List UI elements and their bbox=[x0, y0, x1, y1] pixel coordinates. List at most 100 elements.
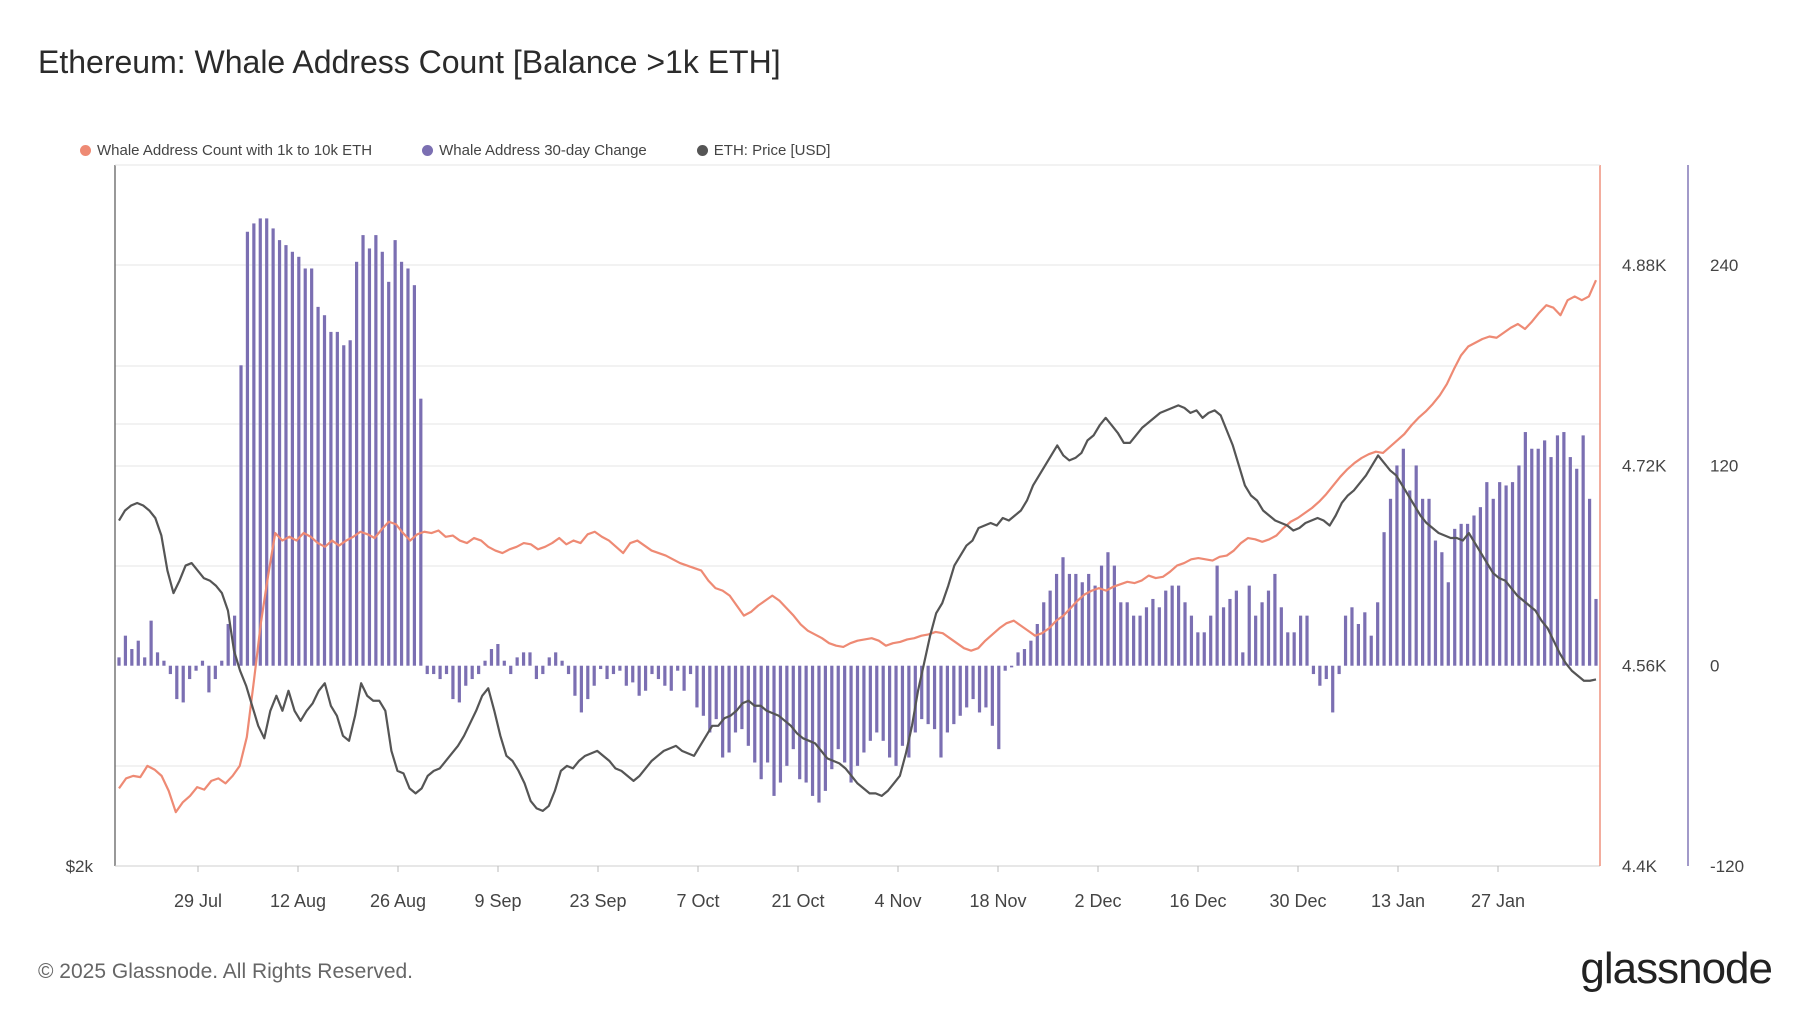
bar-30day-change bbox=[412, 285, 416, 666]
bar-30day-change bbox=[117, 657, 121, 666]
bar-30day-change bbox=[1485, 482, 1489, 666]
bar-30day-change bbox=[650, 665, 654, 675]
bar-30day-change bbox=[1369, 635, 1373, 666]
bar-30day-change bbox=[155, 652, 160, 666]
bar-30day-change bbox=[1376, 602, 1380, 666]
bar-30day-change bbox=[1157, 607, 1161, 666]
legend-item-whale-count[interactable]: Whale Address Count with 1k to 10k ETH bbox=[80, 142, 372, 159]
bar-30day-change bbox=[1491, 498, 1495, 666]
bar-30day-change bbox=[586, 665, 590, 700]
chart-title: Ethereum: Whale Address Count [Balance >… bbox=[38, 44, 781, 80]
x-tick-label: 30 Dec bbox=[1269, 891, 1326, 911]
count-axis-tick-label: 4.56K bbox=[1622, 657, 1667, 676]
bar-30day-change bbox=[547, 657, 551, 666]
bar-30day-change bbox=[1388, 498, 1393, 666]
bar-30day-change bbox=[1555, 435, 1560, 666]
bar-30day-change bbox=[843, 665, 847, 763]
bar-30day-change bbox=[168, 665, 172, 675]
bar-30day-change bbox=[753, 665, 757, 763]
bar-30day-change bbox=[1170, 585, 1174, 666]
legend-item-eth-price[interactable]: ETH: Price [USD] bbox=[696, 142, 830, 159]
bar-30day-change bbox=[1003, 665, 1007, 671]
bar-30day-change bbox=[515, 657, 519, 666]
count-axis-tick-label: 4.72K bbox=[1622, 456, 1667, 475]
bar-30day-change bbox=[149, 620, 153, 666]
x-tick-label: 18 Nov bbox=[969, 891, 1026, 911]
bar-30day-change bbox=[740, 665, 744, 730]
bar-30day-change bbox=[688, 665, 693, 675]
bar-30day-change bbox=[181, 665, 185, 703]
bar-30day-change bbox=[1324, 665, 1328, 680]
bar-30day-change bbox=[393, 240, 397, 666]
x-tick-label: 16 Dec bbox=[1169, 891, 1226, 911]
bar-30day-change bbox=[945, 665, 949, 733]
copyright-footer: © 2025 Glassnode. All Rights Reserved. bbox=[38, 960, 414, 983]
bar-30day-change bbox=[1318, 665, 1322, 686]
bar-30day-change bbox=[798, 665, 802, 780]
bar-30day-change bbox=[1427, 498, 1431, 666]
bar-30day-change bbox=[1061, 557, 1065, 666]
bar-30day-change bbox=[836, 665, 840, 750]
bar-30day-change bbox=[541, 665, 545, 675]
bar-30day-change bbox=[1183, 602, 1187, 666]
bar-30day-change bbox=[997, 665, 1001, 750]
bar-30day-change bbox=[277, 240, 282, 666]
bar-30day-change bbox=[342, 345, 346, 666]
legend-item-30day-change[interactable]: Whale Address 30-day Change bbox=[422, 142, 647, 159]
bar-30day-change bbox=[1543, 440, 1547, 666]
bar-30day-change bbox=[1305, 615, 1309, 666]
bar-30day-change bbox=[810, 665, 815, 796]
bar-30day-change bbox=[1292, 632, 1296, 666]
bar-30day-change bbox=[1254, 615, 1258, 666]
bar-30day-change bbox=[1581, 435, 1585, 666]
bar-30day-change bbox=[1356, 623, 1360, 666]
bar-30day-change bbox=[1363, 612, 1367, 666]
bar-30day-change bbox=[444, 665, 449, 675]
bar-30day-change bbox=[888, 665, 892, 758]
bar-30day-change bbox=[643, 665, 648, 691]
bar-30day-change bbox=[1575, 468, 1579, 666]
legend-dot-30day-change bbox=[422, 145, 434, 156]
bar-30day-change bbox=[592, 665, 596, 686]
x-tick-label: 7 Oct bbox=[676, 891, 719, 911]
bar-30day-change bbox=[926, 665, 930, 725]
bar-30day-change bbox=[1337, 665, 1341, 675]
bar-30day-change bbox=[932, 665, 937, 730]
bar-30day-change bbox=[714, 665, 718, 720]
bar-30day-change bbox=[477, 665, 481, 675]
legend: Whale Address Count with 1k to 10k ETH W… bbox=[80, 142, 880, 159]
bar-30day-change bbox=[682, 665, 686, 691]
bar-30day-change bbox=[823, 665, 827, 791]
x-tick-label: 9 Sep bbox=[474, 891, 521, 911]
bar-30day-change bbox=[1382, 532, 1386, 666]
bar-30day-change bbox=[284, 245, 288, 666]
bar-30day-change bbox=[528, 652, 532, 666]
bar-30day-change bbox=[618, 665, 622, 671]
bar-30day-change bbox=[1151, 598, 1155, 666]
bar-30day-change bbox=[239, 365, 243, 666]
bar-30day-change bbox=[355, 261, 359, 666]
bar-30day-change bbox=[727, 665, 731, 753]
bar-30day-change bbox=[1562, 432, 1566, 666]
bar-30day-change bbox=[1164, 590, 1168, 666]
bar-30day-change bbox=[1215, 565, 1219, 666]
bar-30day-change bbox=[579, 665, 583, 713]
bar-30day-change bbox=[1067, 573, 1072, 666]
bar-30day-change bbox=[849, 665, 853, 783]
bar-30day-change bbox=[1530, 448, 1534, 666]
bar-30day-change bbox=[1279, 607, 1283, 666]
bar-30day-change bbox=[329, 331, 333, 666]
bar-30day-change bbox=[605, 665, 609, 680]
bar-30day-change bbox=[265, 218, 269, 666]
bar-30day-change bbox=[1241, 652, 1245, 666]
bar-30day-change bbox=[778, 665, 783, 783]
x-tick-label: 4 Nov bbox=[874, 891, 921, 911]
bar-30day-change bbox=[438, 665, 442, 680]
x-tick-label: 26 Aug bbox=[370, 891, 426, 911]
bar-30day-change bbox=[599, 665, 603, 670]
bar-30day-change bbox=[200, 660, 205, 666]
change-axis-tick-label: 0 bbox=[1710, 657, 1719, 676]
bar-30day-change bbox=[920, 665, 924, 720]
bar-30day-change bbox=[335, 331, 339, 666]
count-axis-tick-label: 4.88K bbox=[1622, 256, 1667, 275]
